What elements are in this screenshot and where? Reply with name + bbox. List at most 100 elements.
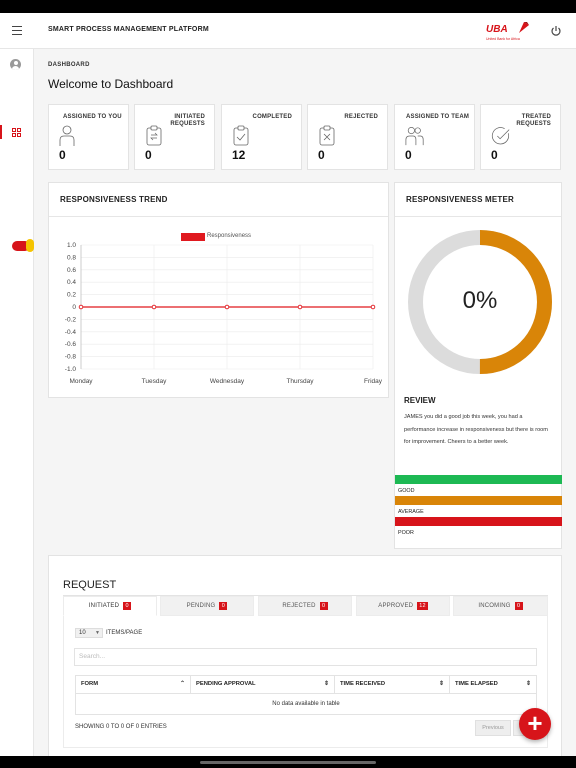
tab-pending[interactable]: PENDING 0 — [160, 596, 254, 616]
level-good-bar — [395, 475, 562, 484]
stat-label: TREATED REQUESTS — [516, 114, 551, 127]
stat-card-completed[interactable]: COMPLETED 12 — [221, 104, 302, 170]
stat-value: 12 — [232, 148, 246, 162]
y-tick-label: 0.4 — [67, 279, 76, 286]
legend-label: Responsiveness — [207, 233, 252, 239]
sort-icon: ⇕ — [323, 681, 329, 687]
x-tick-label: Wednesday — [210, 378, 245, 385]
y-tick-label: 0.8 — [67, 254, 76, 261]
stat-label: ASSIGNED TO TEAM — [406, 114, 470, 120]
level-average-label: AVERAGE — [398, 509, 424, 515]
breadcrumb: DASHBOARD — [48, 62, 90, 68]
y-tick-label: -0.8 — [65, 354, 77, 361]
items-per-page-select[interactable]: 10 ▼ — [75, 628, 103, 638]
tab-count-badge: 0 — [514, 602, 523, 610]
avatar-icon[interactable] — [10, 59, 21, 70]
level-average-bar — [395, 496, 562, 505]
sort-icon: ⇕ — [525, 681, 531, 687]
column-header-time-received[interactable]: TIME RECEIVED ⇕ — [335, 676, 450, 694]
column-label: PENDING APPROVAL — [196, 681, 256, 687]
tab-label: INITIATED — [88, 603, 120, 609]
hamburger-menu-icon[interactable] — [12, 26, 22, 35]
gauge-percent: 0% — [462, 287, 498, 314]
column-header-form[interactable]: FORM ⌃ — [76, 676, 191, 694]
empty-table-message: No data available in table — [272, 701, 340, 707]
x-tick-label: Thursday — [286, 378, 314, 385]
status-bar — [0, 0, 576, 13]
chevron-down-icon: ▼ — [95, 630, 100, 636]
clipboard-check-icon — [233, 125, 249, 146]
data-point — [224, 304, 230, 310]
dashboard-grid-icon[interactable] — [12, 128, 21, 137]
check-circle-icon — [491, 127, 510, 145]
stat-label: COMPLETED — [252, 114, 292, 120]
stat-card-rejected[interactable]: REJECTED 0 — [307, 104, 388, 170]
tab-content-initiated: 10 ▼ ITEMS/PAGE Search... FORM ⌃ PENDING… — [63, 616, 548, 748]
level-poor-bar — [395, 517, 562, 526]
tab-count-badge: 0 — [123, 602, 132, 610]
uba-logo-mark-icon — [519, 22, 529, 33]
data-point — [151, 304, 157, 310]
tab-count-badge: 0 — [219, 602, 228, 610]
panel-title: RESPONSIVENESS METER — [406, 195, 515, 204]
tab-label: REJECTED — [282, 603, 316, 609]
data-point — [297, 304, 303, 310]
column-label: FORM — [81, 681, 99, 687]
column-header-time-elapsed[interactable]: TIME ELAPSED ⇕ — [450, 676, 536, 694]
tab-incoming[interactable]: INCOMING 0 — [453, 596, 548, 616]
search-input[interactable]: Search... — [74, 648, 537, 666]
y-tick-label: -0.6 — [65, 341, 77, 348]
legend-swatch[interactable] — [181, 233, 205, 241]
stat-label: ASSIGNED TO YOU — [63, 114, 122, 120]
y-tick-label: -0.2 — [65, 316, 77, 323]
tabs-divider — [63, 595, 548, 596]
stat-label: REJECTED — [344, 114, 378, 120]
stat-value: 0 — [145, 148, 152, 162]
entries-info: SHOWING 0 TO 0 OF 0 ENTRIES — [75, 724, 167, 730]
stat-card-initiated-requests[interactable]: INITIATED REQUESTS 0 — [134, 104, 215, 170]
theme-toggle-knob[interactable] — [26, 239, 34, 252]
stat-card-assigned-to-team[interactable]: ASSIGNED TO TEAM 0 — [394, 104, 475, 170]
tab-approved[interactable]: APPROVED 12 — [356, 596, 450, 616]
level-good-label: GOOD — [398, 488, 415, 494]
previous-page-button[interactable]: Previous — [475, 720, 511, 736]
x-tick-label: Tuesday — [142, 378, 167, 385]
tab-label: APPROVED — [378, 603, 414, 609]
request-title: REQUEST — [63, 579, 117, 591]
y-tick-label: 0 — [72, 304, 76, 311]
items-per-page-label: ITEMS/PAGE — [106, 630, 143, 636]
theme-toggle[interactable] — [12, 241, 30, 251]
review-text: JAMES you did a good job this week, you … — [404, 414, 548, 445]
logo-subtext: United Bank for Africa — [486, 37, 520, 41]
logo-text: UBA — [486, 24, 508, 35]
power-icon[interactable] — [550, 25, 562, 37]
tab-initiated[interactable]: INITIATED 0 — [63, 596, 157, 616]
responsiveness-trend-panel: RESPONSIVENESS TREND Responsiveness 1.0 0… — [48, 182, 389, 398]
user-icon — [59, 125, 75, 146]
review-title: REVIEW — [404, 396, 436, 405]
page-title: Welcome to Dashboard — [48, 77, 174, 91]
tab-label: INCOMING — [478, 603, 511, 609]
data-point — [78, 304, 84, 310]
clipboard-icon — [146, 125, 162, 146]
y-tick-label: -0.4 — [65, 329, 77, 336]
tab-count-badge: 0 — [319, 602, 328, 610]
y-tick-label: 0.6 — [67, 267, 76, 274]
stat-value: 0 — [491, 148, 498, 162]
stat-card-treated-requests[interactable]: TREATED REQUESTS 0 — [480, 104, 561, 170]
tab-rejected[interactable]: REJECTED 0 — [258, 596, 352, 616]
y-tick-label: 1.0 — [67, 242, 76, 249]
column-header-pending-approval[interactable]: PENDING APPROVAL ⇕ — [191, 676, 335, 694]
sort-icon: ⇕ — [438, 681, 444, 687]
sidebar-active-indicator — [0, 125, 2, 139]
stat-card-assigned-to-you[interactable]: ASSIGNED TO YOU 0 — [48, 104, 129, 170]
divider — [395, 216, 561, 217]
gauge-arc — [408, 230, 552, 374]
stat-label: INITIATED REQUESTS — [170, 114, 205, 127]
add-request-button[interactable]: + — [519, 708, 551, 740]
level-poor-label: POOR — [398, 530, 414, 536]
stat-value: 0 — [318, 148, 325, 162]
y-tick-label: -1.0 — [65, 366, 77, 373]
sidebar — [0, 49, 34, 756]
x-tick-label: Monday — [69, 378, 93, 385]
